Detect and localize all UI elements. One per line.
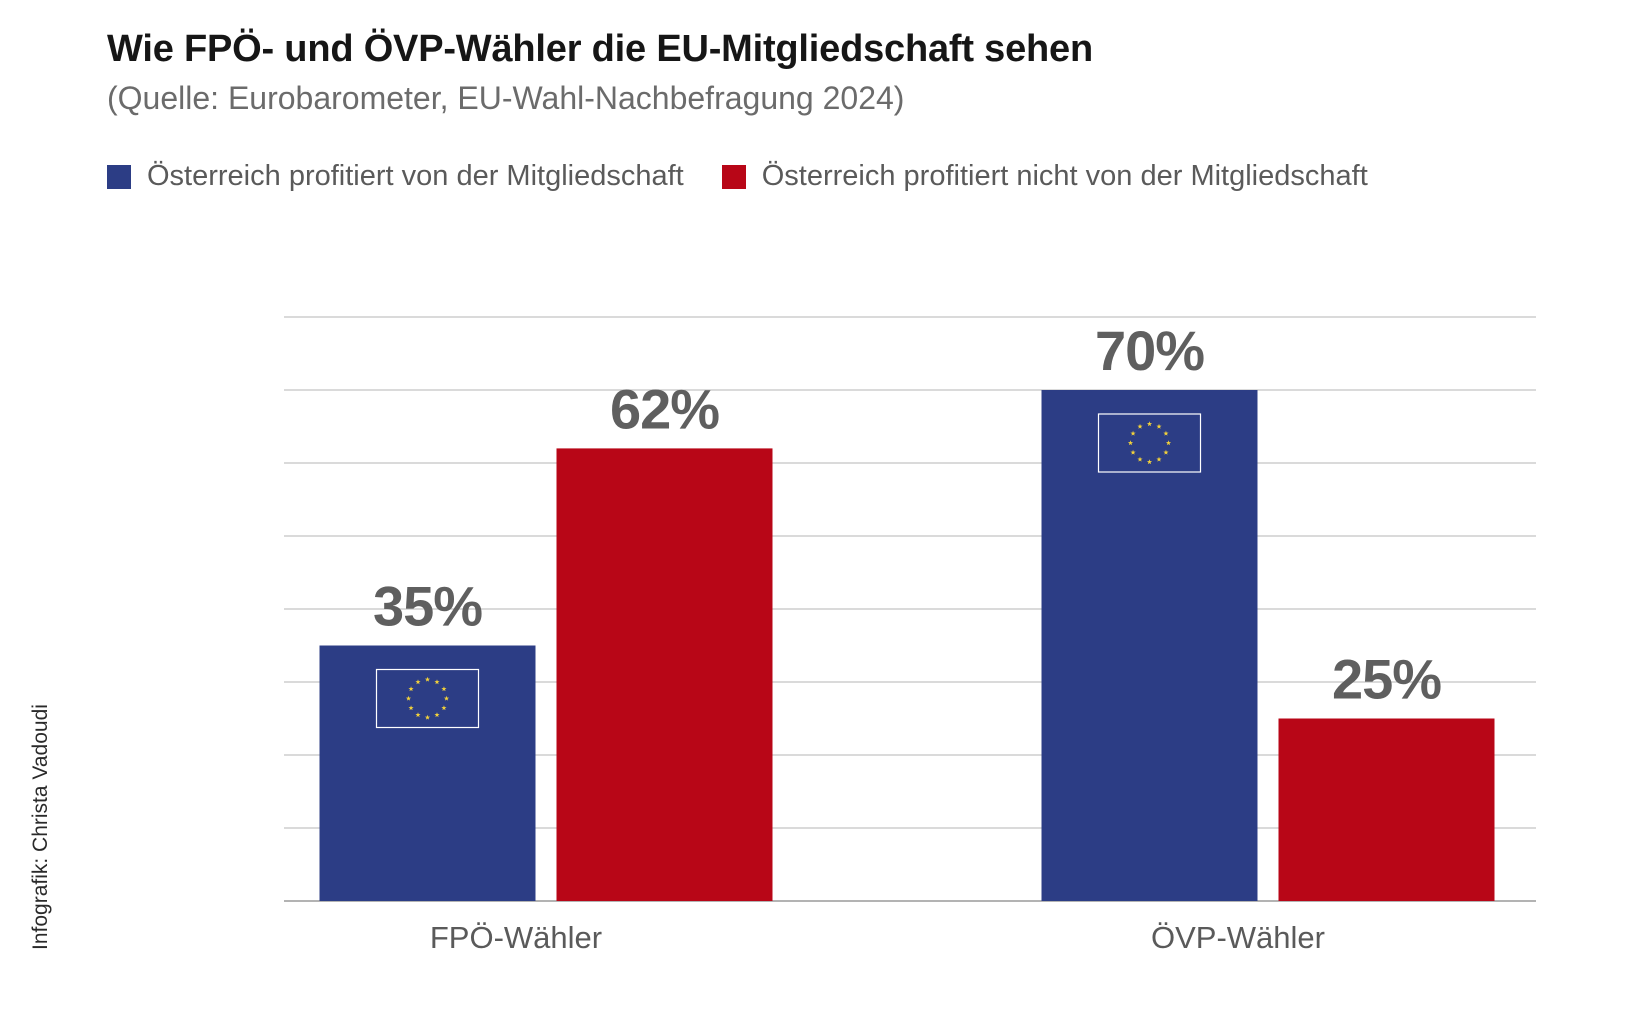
- eu-flag-star: [441, 705, 447, 711]
- eu-flag-star: [434, 712, 440, 718]
- bars: [319, 390, 1495, 901]
- eu-flag-icon: [1097, 413, 1202, 473]
- legend-label-nicht-profitiert: Österreich profitiert nicht von der Mitg…: [761, 160, 1368, 192]
- bar-profitiert-oevp: [1041, 390, 1258, 901]
- eu-flag-star: [1130, 430, 1136, 436]
- eu-flag-star: [1130, 449, 1136, 455]
- data-label: 62%: [610, 377, 719, 440]
- data-label: 25%: [1332, 648, 1441, 711]
- category-label: ÖVP-Wähler: [1151, 920, 1325, 955]
- eu-flag-star: [1127, 440, 1134, 446]
- eu-flag-star: [443, 695, 450, 701]
- chart-subtitle: (Quelle: Eurobarometer, EU-Wahl-Nachbefr…: [107, 80, 905, 116]
- eu-flag-icon: [375, 668, 480, 729]
- data-label: 70%: [1095, 319, 1204, 382]
- eu-flag-star: [1146, 459, 1153, 465]
- eu-flag-star: [424, 676, 431, 682]
- category-label: FPÖ-Wähler: [430, 920, 602, 955]
- chart-title: Wie FPÖ- und ÖVP-Wähler die EU-Mitglieds…: [107, 28, 1094, 70]
- eu-flag-star: [424, 714, 431, 720]
- data-label: 35%: [373, 575, 482, 638]
- credit-text: Infografik: Christa Vadoudi: [29, 704, 52, 950]
- eu-flag-star: [1137, 456, 1143, 462]
- bar-nicht-profitiert-fpoe: [556, 448, 773, 901]
- eu-flag-star: [405, 695, 412, 701]
- flags: [375, 413, 1202, 729]
- eu-flag-star: [1165, 440, 1172, 446]
- eu-flag-star: [408, 686, 414, 692]
- category-labels: FPÖ-Wähler ÖVP-Wähler: [430, 920, 1325, 955]
- legend-item-nicht-profitiert: Österreich profitiert nicht von der Mitg…: [721, 160, 1368, 193]
- eu-flag-star: [1137, 423, 1143, 429]
- eu-flag-star: [408, 705, 414, 711]
- bar-nicht-profitiert-oevp: [1278, 718, 1495, 901]
- eu-flag-star: [1156, 456, 1162, 462]
- eu-flag-star: [415, 712, 421, 718]
- legend: Österreich profitiert von der Mitgliedsc…: [107, 160, 1406, 193]
- legend-swatch-red: [721, 164, 746, 189]
- value-labels: 35% 62% 70% 25%: [373, 319, 1442, 711]
- legend-item-profitiert: Österreich profitiert von der Mitgliedsc…: [107, 160, 684, 193]
- eu-flag-star: [1163, 449, 1169, 455]
- eu-flag-star: [415, 679, 421, 685]
- eu-flag-star: [1146, 421, 1153, 427]
- legend-swatch-blue: [107, 164, 131, 189]
- legend-label-profitiert: Österreich profitiert von der Mitgliedsc…: [147, 160, 684, 192]
- eu-flag-star: [434, 679, 440, 685]
- eu-flag-star: [441, 686, 447, 692]
- eu-flag-star: [1156, 423, 1162, 429]
- eu-flag-star: [1163, 430, 1169, 436]
